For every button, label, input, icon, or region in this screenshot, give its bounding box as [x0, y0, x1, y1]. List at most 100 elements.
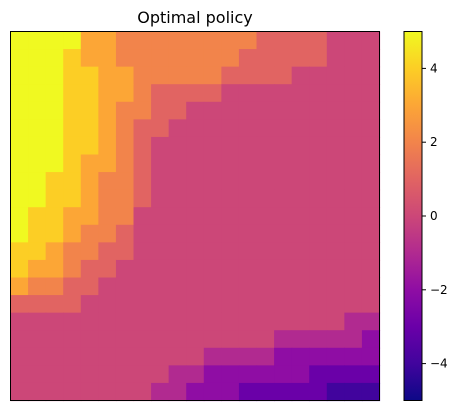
heatmap-cell [309, 259, 328, 279]
heatmap-cell [80, 119, 99, 138]
heatmap-cell [98, 312, 117, 331]
heatmap-cell [291, 119, 310, 138]
colorbar-tick-label: 2 [430, 135, 438, 149]
heatmap-cell [221, 242, 240, 261]
heatmap-cell [361, 242, 381, 261]
heatmap-cell [203, 330, 222, 349]
heatmap-cell [309, 31, 328, 50]
heatmap-cell [326, 31, 345, 50]
heatmap-cell [326, 295, 345, 314]
heatmap-cell [115, 119, 135, 138]
heatmap-cell [80, 31, 99, 50]
heatmap-cell [309, 119, 328, 138]
heatmap-cell [63, 365, 82, 384]
heatmap-cell [361, 101, 381, 120]
heatmap-cell [80, 382, 99, 402]
heatmap-cell [63, 207, 82, 226]
heatmap-cell [10, 259, 29, 279]
heatmap-cell [186, 172, 205, 191]
plot-frame [10, 31, 380, 401]
heatmap-cell [238, 347, 258, 366]
heatmap-cell [309, 207, 328, 226]
heatmap-cell [344, 84, 363, 103]
heatmap-cell [309, 84, 328, 103]
heatmap-cell [45, 312, 64, 331]
heatmap-cell [344, 365, 363, 384]
heatmap-cell [98, 136, 117, 156]
heatmap-cell [238, 136, 258, 156]
heatmap-cell [361, 382, 381, 402]
heatmap-cell [80, 84, 99, 103]
heatmap-cell [238, 119, 258, 138]
heatmap-cell [80, 154, 99, 173]
heatmap-cell [291, 136, 310, 156]
heatmap-cell [291, 365, 310, 384]
heatmap-cell [186, 101, 205, 120]
heatmap-cell [115, 312, 135, 331]
heatmap-cell [133, 312, 152, 331]
heatmap-cell [151, 31, 170, 50]
heatmap-cell [151, 312, 170, 331]
heatmap-cell [10, 154, 29, 173]
heatmap-cell [28, 242, 47, 261]
heatmap-cell [274, 259, 293, 279]
heatmap-cell [45, 119, 64, 138]
heatmap-cell [203, 224, 222, 243]
heatmap-cell [151, 347, 170, 366]
heatmap-cell [80, 207, 99, 226]
heatmap-cell [256, 382, 275, 402]
heatmap-cell [63, 347, 82, 366]
heatmap-cell [221, 365, 240, 384]
heatmap-cell [63, 277, 82, 296]
heatmap-cell [80, 224, 99, 243]
heatmap-cell [326, 224, 345, 243]
heatmap-cell [203, 365, 222, 384]
heatmap-cell [10, 242, 29, 261]
heatmap-cell [28, 312, 47, 331]
heatmap-cell [151, 277, 170, 296]
heatmap-cell [203, 189, 222, 208]
heatmap-cell [98, 347, 117, 366]
heatmap-cell [28, 172, 47, 191]
heatmap-cell [238, 31, 258, 50]
heatmap-cell [115, 224, 135, 243]
heatmap-cell [221, 189, 240, 208]
heatmap-cell [274, 312, 293, 331]
heatmap-cell [309, 172, 328, 191]
heatmap-cell [63, 66, 82, 85]
heatmap-cell [168, 49, 187, 68]
heatmap-cell [98, 224, 117, 243]
heatmap-cell [238, 242, 258, 261]
heatmap-cell [151, 242, 170, 261]
heatmap-cell [309, 347, 328, 366]
heatmap-cell [238, 312, 258, 331]
heatmap-cell [309, 365, 328, 384]
heatmap-cell [361, 31, 381, 50]
heatmap-cell [309, 66, 328, 85]
heatmap-cell [186, 224, 205, 243]
heatmap-cell [274, 207, 293, 226]
heatmap-grid [10, 31, 381, 402]
heatmap-cell [45, 136, 64, 156]
heatmap-cell [80, 136, 99, 156]
heatmap-cell [274, 49, 293, 68]
heatmap-cell [10, 312, 29, 331]
heatmap-cell [186, 259, 205, 279]
heatmap-cell [256, 84, 275, 103]
heatmap-cell [115, 66, 135, 85]
heatmap-cell [238, 295, 258, 314]
heatmap-cell [203, 154, 222, 173]
heatmap-cell [309, 242, 328, 261]
heatmap-cell [63, 154, 82, 173]
heatmap-cell [326, 347, 345, 366]
heatmap-cell [168, 347, 187, 366]
heatmap-cell [133, 189, 152, 208]
heatmap-cell [45, 382, 64, 402]
heatmap-cell [291, 224, 310, 243]
heatmap-cell [10, 330, 29, 349]
heatmap-cell [133, 207, 152, 226]
heatmap-cell [361, 224, 381, 243]
heatmap-cell [361, 365, 381, 384]
heatmap-cell [256, 154, 275, 173]
heatmap-cell [221, 31, 240, 50]
